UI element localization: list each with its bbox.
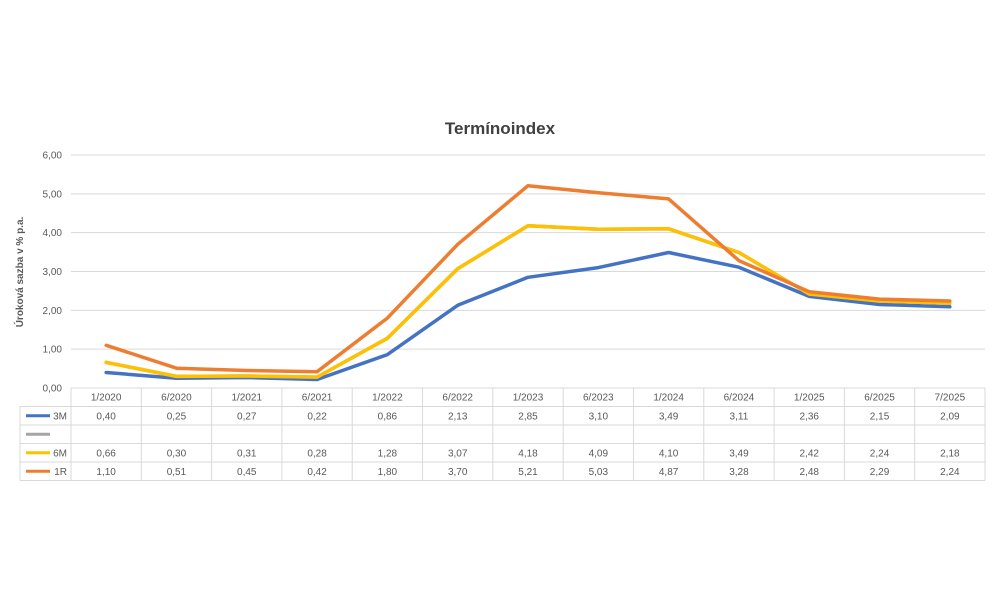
table-cell: 4,18 — [518, 448, 538, 459]
table-cell: 2,24 — [870, 448, 890, 459]
table-cell: 2,42 — [799, 448, 819, 459]
series-line — [104, 223, 952, 379]
table-cell: 2,15 — [870, 411, 890, 422]
table-cell: 3,49 — [729, 448, 749, 459]
table-cell: 4,10 — [659, 448, 679, 459]
table-cell: 0,31 — [237, 448, 257, 459]
x-tick-label: 1/2024 — [653, 393, 684, 404]
table-cell: 0,30 — [167, 448, 187, 459]
table-cell: 1,80 — [378, 467, 398, 478]
table-cell: 2,29 — [870, 467, 890, 478]
y-tick-label: 1,00 — [43, 345, 63, 356]
table-cell: 2,24 — [940, 467, 960, 478]
x-tick-label: 1/2023 — [513, 393, 544, 404]
table-cell: 0,22 — [307, 411, 327, 422]
table-cell: 0,42 — [307, 467, 327, 478]
table-cell: 3,70 — [448, 467, 468, 478]
table-cell: 0,66 — [96, 448, 116, 459]
data-table: 1/2020 6/2020 1/2021 6/2021 1/2022 6/2022 1/20… — [19, 387, 986, 481]
table-cell: 0,86 — [378, 411, 398, 422]
table-cell: 2,13 — [448, 411, 468, 422]
table-cell: 4,87 — [659, 467, 679, 478]
series-lines — [104, 183, 952, 382]
x-tick-label: 6/2023 — [583, 393, 614, 404]
y-tick-label: 4,00 — [43, 228, 63, 239]
x-tick-label: 1/2020 — [91, 393, 122, 404]
table-cell: 2,48 — [799, 467, 819, 478]
table-cell: 3,10 — [589, 411, 609, 422]
table-cell: 2,36 — [799, 411, 819, 422]
series-label: 1R — [54, 467, 67, 478]
table-cell: 0,27 — [237, 411, 257, 422]
series-line — [104, 223, 952, 379]
y-tick-label: 2,00 — [43, 306, 63, 317]
table-cell: 4,09 — [589, 448, 609, 459]
y-tick-label: 3,00 — [43, 267, 63, 278]
table-cell: 2,85 — [518, 411, 538, 422]
series-line — [104, 183, 952, 374]
series-label: 3M — [53, 411, 67, 422]
table-cell: 2,09 — [940, 411, 960, 422]
table-cell: 1,28 — [378, 448, 398, 459]
table-cell: 3,49 — [659, 411, 679, 422]
x-tick-label: 1/2022 — [372, 393, 403, 404]
table-cell: 3,07 — [448, 448, 468, 459]
x-tick-label: 7/2025 — [935, 393, 966, 404]
table-cell: 3,11 — [730, 411, 749, 422]
x-tick-label: 6/2021 — [302, 393, 333, 404]
x-tick-label: 1/2025 — [794, 393, 825, 404]
series-label: 6M — [53, 448, 67, 459]
x-tick-label: 6/2025 — [864, 393, 895, 404]
x-tick-label: 6/2022 — [442, 393, 473, 404]
x-tick-label: 6/2020 — [161, 393, 192, 404]
table-cell: 0,45 — [237, 467, 257, 478]
table-cell: 0,28 — [307, 448, 327, 459]
y-tick-labels: 0,00 1,00 2,00 3,00 4,00 5,00 6,00 — [43, 151, 63, 395]
x-tick-label: 6/2024 — [724, 393, 755, 404]
table-cell: 3,28 — [729, 467, 749, 478]
table-cell: 5,21 — [518, 467, 538, 478]
y-tick-label: 0,00 — [43, 384, 63, 395]
table-cell: 2,18 — [940, 448, 960, 459]
y-axis-label: Úroková sazba v % p.a. — [13, 216, 26, 327]
table-cell: 0,25 — [167, 411, 187, 422]
table-cell: 1,10 — [96, 467, 116, 478]
table-cell: 0,40 — [96, 411, 116, 422]
y-tick-label: 6,00 — [43, 151, 63, 162]
y-tick-label: 5,00 — [43, 189, 63, 200]
x-tick-label: 1/2021 — [231, 393, 262, 404]
table-cell: 5,03 — [589, 467, 609, 478]
chart-title: Termínoindex — [445, 119, 556, 138]
gridlines — [71, 154, 985, 350]
table-cell: 0,51 — [167, 467, 187, 478]
